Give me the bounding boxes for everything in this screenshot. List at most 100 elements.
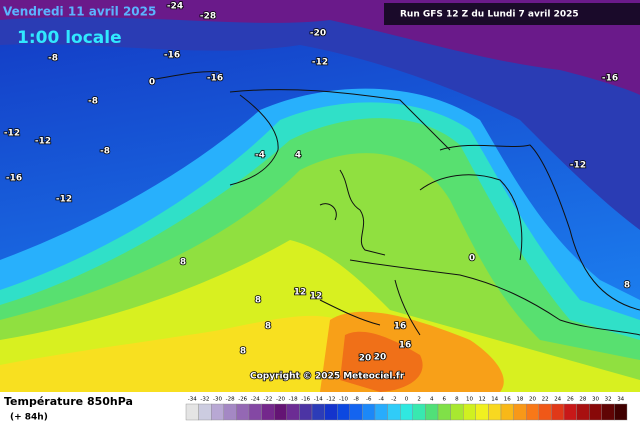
- run-label: Run GFS 12 Z du Lundi 7 avril 2025: [400, 10, 579, 20]
- contour-label: -4: [255, 151, 265, 161]
- scale-label: -30: [213, 397, 222, 403]
- scale-label: -26: [238, 397, 247, 403]
- scale-label: -18: [289, 397, 298, 403]
- scale-label: 2: [417, 397, 421, 403]
- scale-swatch: [601, 403, 615, 421]
- map: -24 -28 -20 -16 -12 -8 -16 0 -8 -12 -12 -8 -4 4 -16 -12…: [0, 0, 640, 392]
- contour-label: 8: [265, 322, 271, 332]
- contour-label: -16: [207, 74, 223, 84]
- scale-label: -16: [301, 397, 310, 403]
- contour-label: -16: [6, 174, 22, 184]
- scale-swatch: [576, 403, 590, 421]
- scale-swatch: [210, 403, 224, 421]
- contour-label: -8: [100, 147, 110, 157]
- color-scale: -34 -32 -30 -28 -26 -24 -22 -20 -18 -16 -14 -12 -10-…: [185, 397, 628, 421]
- contour-label: 16: [399, 341, 412, 351]
- contour-label: 20: [359, 354, 372, 364]
- scale-label: -10: [339, 397, 348, 403]
- contour-label: 4: [295, 151, 301, 161]
- contour-label: -8: [88, 97, 98, 107]
- scale-swatch: [387, 403, 401, 421]
- scale-swatch: [223, 403, 237, 421]
- scale-label: 22: [542, 397, 549, 403]
- scale-swatch: [185, 403, 199, 421]
- scale-swatch: [311, 403, 325, 421]
- contour-label: -24: [167, 2, 183, 12]
- scale-label: -14: [314, 397, 323, 403]
- scale-label: -4: [379, 397, 385, 403]
- contour-label: 12: [310, 292, 323, 302]
- scale-label: -8: [353, 397, 359, 403]
- contour-label: 8: [255, 296, 261, 306]
- scale-swatch: [500, 403, 514, 421]
- scale-swatch: [563, 403, 577, 421]
- contour-label: -12: [312, 58, 328, 68]
- scale-label: -32: [200, 397, 209, 403]
- scale-label: 10: [466, 397, 473, 403]
- footer-lead: (+ 84h): [10, 413, 48, 423]
- scale-label: 12: [479, 397, 486, 403]
- contour-label: 20: [374, 353, 387, 363]
- contour-label: -12: [35, 137, 51, 147]
- contour-label: 0: [469, 254, 475, 264]
- scale-swatch: [261, 403, 275, 421]
- scale-swatch: [198, 403, 212, 421]
- scale-swatch: [437, 403, 451, 421]
- scale-label: 16: [504, 397, 511, 403]
- scale-label: 18: [516, 397, 523, 403]
- scale-label: 4: [430, 397, 434, 403]
- footer-title: Température 850hPa: [4, 395, 133, 408]
- copyright: Copyright © 2025 Meteociel.fr: [250, 372, 405, 382]
- contour-label: -28: [200, 12, 216, 22]
- scale-label: -22: [263, 397, 272, 403]
- scale-swatch: [614, 403, 628, 421]
- scale-label: -28: [226, 397, 235, 403]
- scale-swatch: [286, 403, 300, 421]
- scale-label: 26: [567, 397, 574, 403]
- scale-swatch: [374, 403, 388, 421]
- contour-label: 16: [394, 322, 407, 332]
- contour-label: -16: [602, 74, 618, 84]
- scale-label: 20: [529, 397, 536, 403]
- field-band: [0, 315, 400, 392]
- scale-swatch: [248, 403, 262, 421]
- contour-label: -16: [164, 51, 180, 61]
- scale-swatch: [475, 403, 489, 421]
- date-label: Vendredi 11 avril 2025: [3, 5, 156, 19]
- contour-label: -12: [4, 129, 20, 139]
- scale-swatch: [488, 403, 502, 421]
- contour-label: 8: [624, 281, 630, 291]
- scale-swatch: [324, 403, 338, 421]
- scale-label: -12: [326, 397, 335, 403]
- scale-swatch: [299, 403, 313, 421]
- run-banner: [384, 3, 640, 25]
- scale-label: 14: [491, 397, 498, 403]
- scale-swatch: [400, 403, 414, 421]
- field-band: [340, 331, 423, 392]
- coastlines: [149, 71, 640, 336]
- scale-swatch: [236, 403, 250, 421]
- scale-label: -2: [391, 397, 396, 403]
- contour-label: 8: [240, 347, 246, 357]
- scale-label: 28: [579, 397, 586, 403]
- contour-label: 8: [180, 258, 186, 268]
- scale-swatch: [425, 403, 439, 421]
- scale-label: 0: [405, 397, 409, 403]
- contour-label: -12: [570, 161, 586, 171]
- scale-swatch: [551, 403, 565, 421]
- scale-label: 34: [617, 397, 624, 403]
- contour-label: -20: [310, 29, 326, 39]
- scale-swatch: [538, 403, 552, 421]
- contour-label: 12: [294, 288, 307, 298]
- time-label: 1:00 locale: [17, 28, 122, 48]
- scale-label: -24: [251, 397, 260, 403]
- contour-label: 0: [149, 78, 155, 88]
- scale-label: -6: [366, 397, 372, 403]
- scale-swatch: [274, 403, 288, 421]
- scale-swatch: [589, 403, 603, 421]
- contour-label: -8: [48, 54, 58, 64]
- scale-swatch: [349, 403, 363, 421]
- scale-label: 32: [605, 397, 612, 403]
- scale-label: 6: [443, 397, 447, 403]
